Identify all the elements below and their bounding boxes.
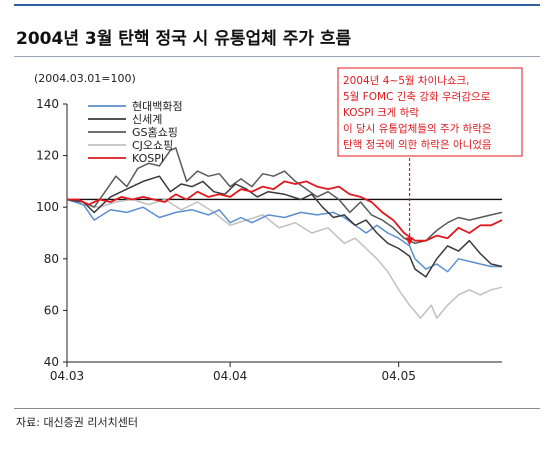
y-tick-label: 100 xyxy=(36,200,59,214)
legend-label: KOSPI xyxy=(132,152,164,165)
x-tick-label: 04.05 xyxy=(382,369,416,383)
annotation-arrow-head xyxy=(405,237,414,246)
annotation-text: 이 당시 유통업체들의 주가 하락은 xyxy=(343,122,492,135)
series-line-2 xyxy=(66,175,503,278)
series-line-4 xyxy=(66,198,503,319)
y-tick-label: 40 xyxy=(44,355,59,369)
x-tick-label: 04.04 xyxy=(213,369,247,383)
y-tick-label: 120 xyxy=(36,149,59,163)
top-rule xyxy=(14,4,540,6)
legend-label: 현대백화점 xyxy=(132,100,183,113)
legend-label: GS홈쇼핑 xyxy=(132,125,178,139)
annotation-text: KOSPI 크게 하락 xyxy=(343,106,419,119)
annotation-text: 2004년 4~5월 차이나쇼크, xyxy=(343,75,470,87)
title-rule xyxy=(14,56,540,57)
index-note: (2004.03.01=100) xyxy=(34,72,136,85)
legend-label: CJ오쇼핑 xyxy=(132,139,173,152)
series-line-1 xyxy=(66,198,502,273)
series-line-3 xyxy=(66,147,503,245)
source-note: 자료: 대신증권 리서치센터 xyxy=(16,416,139,429)
y-tick-label: 80 xyxy=(44,252,59,266)
legend-label: 신세계 xyxy=(132,113,162,126)
chart-title: 2004년 3월 탄핵 정국 시 유통업체 주가 흐름 xyxy=(16,29,352,49)
annotation-text: 5월 FOMC 긴축 강화 우려감으로 xyxy=(343,91,491,103)
y-tick-label: 60 xyxy=(44,303,59,317)
x-tick-label: 04.03 xyxy=(50,369,84,383)
series-line-5 xyxy=(67,180,503,242)
y-tick-label: 140 xyxy=(36,97,59,111)
annotation-box xyxy=(337,67,523,157)
annotation-text: 탄핵 정국에 의한 하락은 아니었음 xyxy=(343,138,492,151)
source-rule xyxy=(14,408,540,409)
